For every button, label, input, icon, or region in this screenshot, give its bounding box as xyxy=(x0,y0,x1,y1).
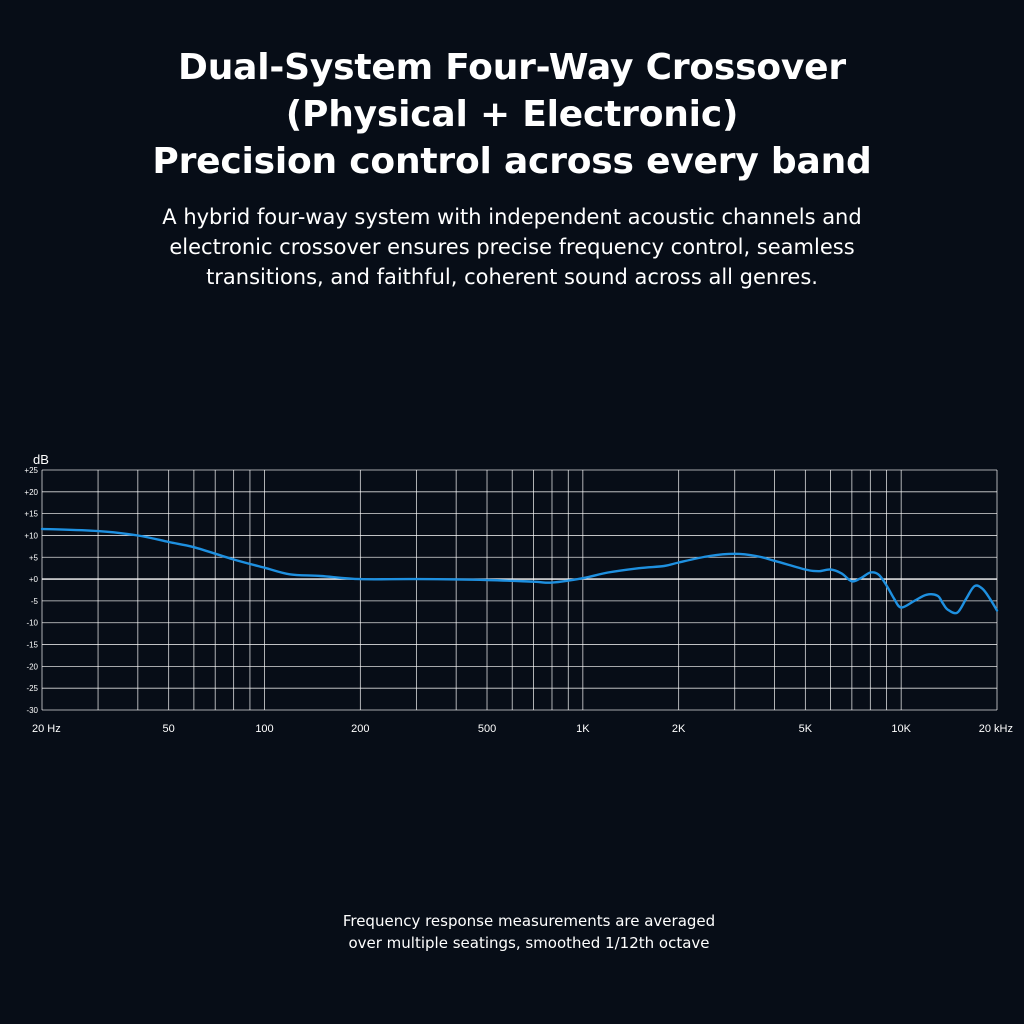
y-tick-label: -15 xyxy=(26,641,38,650)
description-line-3: transitions, and faithful, coherent soun… xyxy=(206,265,818,289)
chart-ticks: +25 +20 +15 +10 +5 +0 -5 -10 -15 -20 -25 -30 20 Hz 50… xyxy=(24,466,1013,735)
x-tick-label: 500 xyxy=(478,723,496,735)
y-tick-label: -20 xyxy=(26,662,38,671)
chart-series xyxy=(40,527,999,615)
title-line-2: (Physical + Electronic) xyxy=(285,94,739,135)
x-tick-label: 20 kHz xyxy=(979,723,1013,735)
description-line-1: A hybrid four-way system with independen… xyxy=(162,205,862,229)
x-tick-label: 10K xyxy=(891,723,911,735)
x-tick-label: 1K xyxy=(576,723,590,735)
x-tick-label: 200 xyxy=(351,723,369,735)
y-tick-label: -25 xyxy=(26,684,38,693)
chart-grid xyxy=(41,469,998,711)
footnote-line-1: Frequency response measurements are aver… xyxy=(342,912,716,930)
y-tick-label: +0 xyxy=(29,575,39,584)
title-line-1: Dual-System Four-Way Crossover xyxy=(178,47,846,88)
y-tick-label: +5 xyxy=(29,553,39,562)
x-tick-label: 5K xyxy=(799,723,813,735)
x-tick-label: 100 xyxy=(255,723,273,735)
description: A hybrid four-way system with independen… xyxy=(60,202,964,292)
x-tick-label: 50 xyxy=(163,723,175,735)
frequency-response-line xyxy=(40,527,999,615)
frequency-response-chart: dB +25 +20 +15 +10 +5 +0 -5 -10 -15 -20 -25 -30 20 H… xyxy=(24,452,1013,735)
y-tick-label: -30 xyxy=(26,706,38,715)
y-tick-label: -10 xyxy=(26,619,38,628)
x-tick-label: 2K xyxy=(672,723,686,735)
y-tick-label: +25 xyxy=(24,466,38,475)
footnote-line-2: over multiple seatings, smoothed 1/12th … xyxy=(348,934,710,952)
title-line-3: Precision control across every band xyxy=(152,141,872,182)
y-axis-label: dB xyxy=(33,452,49,467)
y-tick-label: +20 xyxy=(24,488,38,497)
page-title: Dual-System Four-Way Crossover (Physical… xyxy=(0,44,1024,185)
footnote: Frequency response measurements are aver… xyxy=(0,910,1024,954)
x-tick-label: 20 Hz xyxy=(32,723,61,735)
y-tick-label: +15 xyxy=(24,510,38,519)
y-tick-label: -5 xyxy=(31,597,39,606)
description-line-2: electronic crossover ensures precise fre… xyxy=(169,235,855,259)
y-tick-label: +10 xyxy=(24,531,38,540)
